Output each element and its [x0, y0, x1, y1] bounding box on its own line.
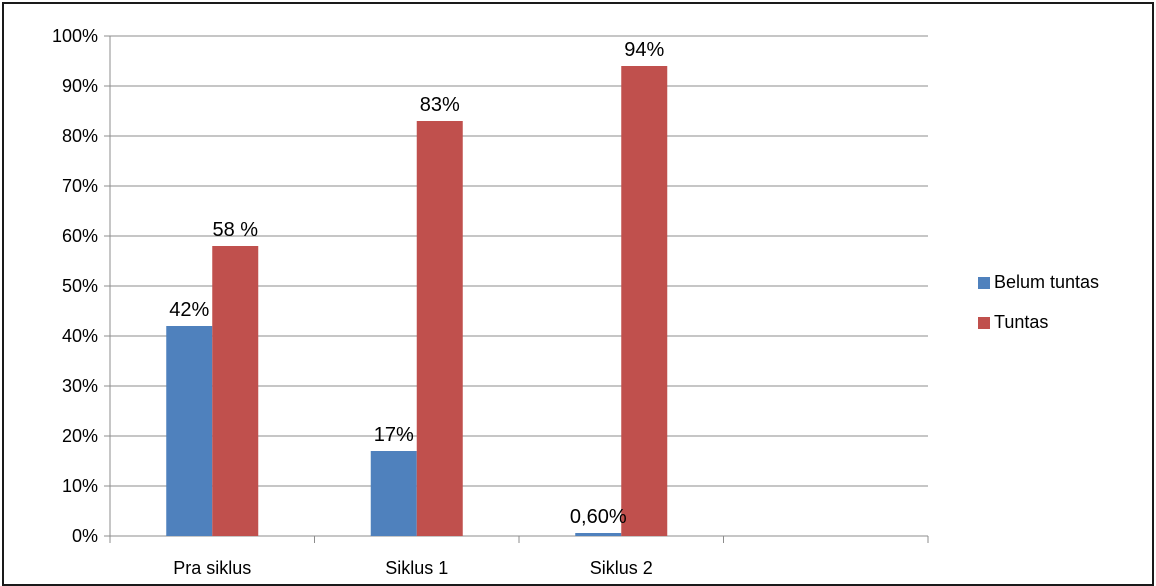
- data-label: 94%: [624, 39, 664, 61]
- y-tick-label: 70%: [62, 176, 98, 196]
- legend-label: Belum tuntas: [994, 272, 1099, 292]
- x-category-label: Siklus 2: [590, 558, 653, 578]
- bar-tuntas: [212, 246, 259, 536]
- y-tick-label: 30%: [62, 376, 98, 396]
- y-tick-label: 90%: [62, 76, 98, 96]
- data-label: 83%: [420, 94, 460, 116]
- bar-belum-tuntas: [166, 326, 213, 536]
- y-tick-label: 10%: [62, 476, 98, 496]
- x-category-label: Pra siklus: [173, 558, 251, 578]
- legend-swatch: [978, 317, 990, 329]
- data-labels: 42% 17% 0,60% 58 % 83% 94%: [169, 39, 664, 528]
- y-tick-label: 60%: [62, 226, 98, 246]
- bar-tuntas: [416, 121, 463, 536]
- data-label: 17%: [374, 424, 414, 446]
- bar-tuntas: [621, 66, 668, 536]
- data-label: 0,60%: [570, 506, 627, 528]
- y-tick-label: 40%: [62, 326, 98, 346]
- y-tick-label: 50%: [62, 276, 98, 296]
- bars: [166, 66, 668, 536]
- y-tick-label: 20%: [62, 426, 98, 446]
- bar-belum-tuntas: [370, 451, 417, 536]
- data-label: 42%: [169, 299, 209, 321]
- legend-swatch: [978, 277, 990, 289]
- y-tick-label: 100%: [52, 26, 98, 46]
- x-category-label: Siklus 1: [385, 558, 448, 578]
- bar-belum-tuntas: [575, 533, 622, 536]
- data-label: 58 %: [212, 219, 258, 241]
- y-tick-label: 0%: [72, 526, 98, 546]
- y-tick-label: 80%: [62, 126, 98, 146]
- legend: Belum tuntas Tuntas: [978, 272, 1099, 332]
- legend-label: Tuntas: [994, 312, 1048, 332]
